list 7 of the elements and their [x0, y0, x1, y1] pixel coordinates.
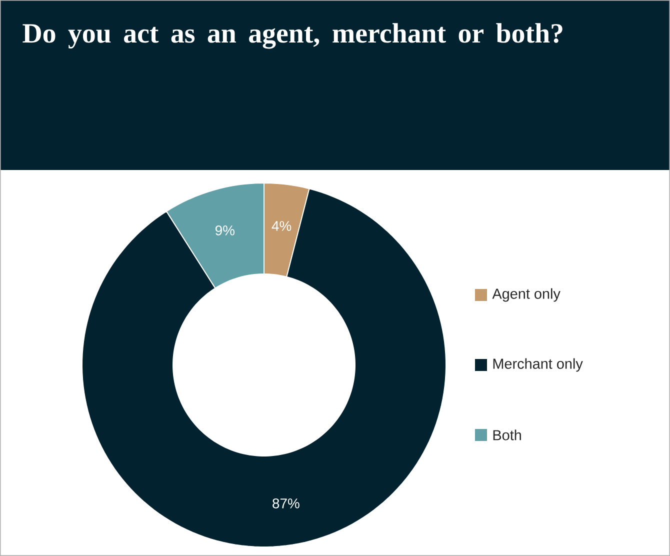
- chart-title: Do you act as an agent, merchant or both?: [22, 23, 562, 49]
- data-label: 9%: [215, 225, 234, 236]
- legend-label: Merchant only: [493, 358, 583, 372]
- legend-label: Agent only: [492, 288, 560, 302]
- data-label: 4%: [272, 221, 292, 231]
- data-label: 87%: [272, 498, 300, 508]
- legend-label: Both: [493, 430, 521, 440]
